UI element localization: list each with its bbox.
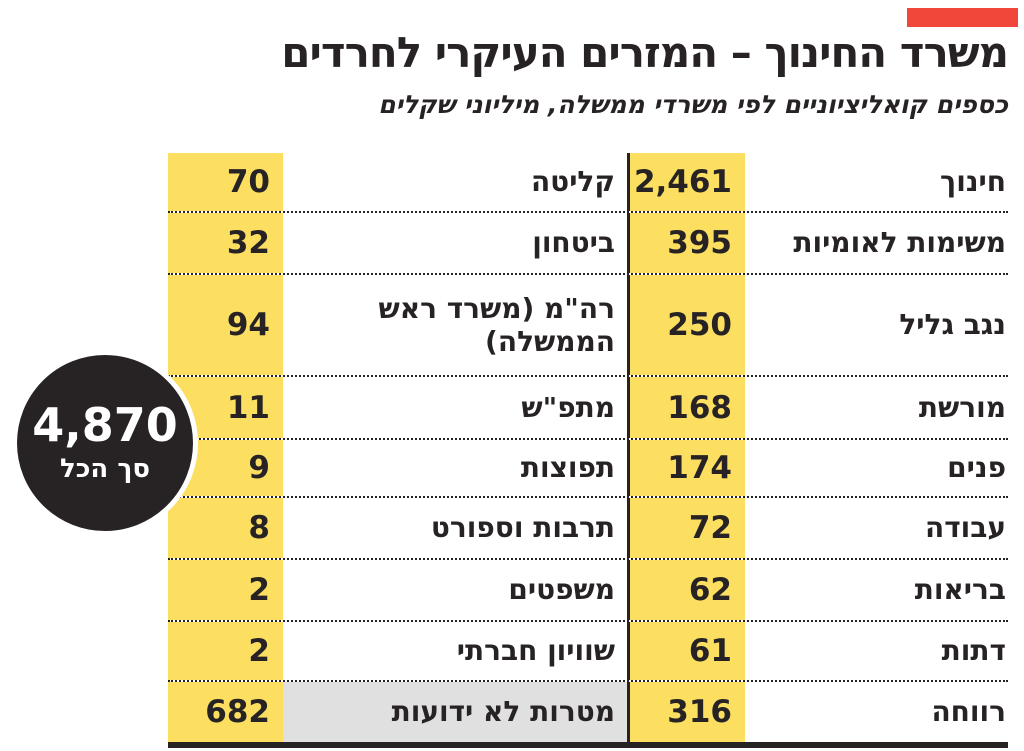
ministry-label-left-text: תרבות וספורט	[430, 511, 615, 545]
value-cell-left-text: 9	[248, 450, 270, 486]
value-cell-right-text: 316	[667, 694, 732, 730]
column-divider	[627, 275, 630, 375]
ministry-label-left-text: רה"מ (משרד ראש הממשלה)	[378, 291, 615, 358]
value-cell-left: 682	[168, 682, 283, 742]
value-cell-right-text: 250	[667, 307, 732, 343]
ministry-label-right: פנים	[745, 440, 1008, 496]
column-divider	[627, 622, 630, 680]
ministry-label-right-text: מורשת	[918, 390, 1006, 424]
ministry-label-right: עבודה	[745, 498, 1008, 558]
ministry-label-right: רווחה	[745, 682, 1008, 742]
ministry-label-right-text: פנים	[947, 451, 1006, 485]
value-cell-left: 94	[168, 275, 283, 375]
ministry-label-left: משפטים	[283, 560, 627, 620]
total-label: סך הכל	[59, 454, 151, 484]
value-cell-left-text: 32	[226, 225, 270, 261]
ministry-label-right-text: דתות	[941, 634, 1006, 668]
value-cell-right-text: 61	[688, 633, 732, 669]
ministry-label-left: ביטחון	[283, 213, 627, 273]
ministry-label-right: דתות	[745, 622, 1008, 680]
column-divider	[627, 377, 630, 438]
value-cell-right-text: 174	[667, 450, 732, 486]
page-subtitle: כספים קואליציוניים לפי משרדי ממשלה, מילי…	[378, 90, 1008, 119]
total-badge: 4,870 סך הכל	[12, 350, 198, 536]
value-cell-right-text: 168	[667, 389, 732, 426]
ministry-label-right-text: משימות לאומיות	[793, 226, 1006, 260]
ministry-label-right-text: רווחה	[931, 695, 1006, 729]
value-cell-right-text: 2,461	[633, 164, 732, 200]
value-cell-left: 2	[168, 622, 283, 680]
table-row: 8 תרבות וספורט 72 עבודה	[168, 498, 1008, 560]
value-cell-right: 174	[630, 440, 745, 496]
table-row: 32 ביטחון 395 משימות לאומיות	[168, 213, 1008, 275]
value-cell-left-text: 2	[248, 572, 270, 608]
value-cell-right: 2,461	[630, 153, 745, 211]
table-row: 2 משפטים 62 בריאות	[168, 560, 1008, 622]
value-cell-left: 32	[168, 213, 283, 273]
ministry-label-left: מתפ"ש	[283, 377, 627, 438]
column-divider	[627, 560, 630, 620]
ministry-label-right: חינוך	[745, 153, 1008, 211]
column-divider	[627, 153, 630, 211]
value-cell-left: 8	[168, 498, 283, 558]
value-cell-right: 72	[630, 498, 745, 558]
ministry-label-right: נגב גליל	[745, 275, 1008, 375]
ministry-label-left-text: תפוצות	[520, 451, 615, 485]
value-cell-right-text: 62	[688, 572, 732, 608]
value-cell-right: 316	[630, 682, 745, 742]
value-cell-right-text: 72	[688, 510, 732, 546]
value-cell-right: 168	[630, 377, 745, 438]
ministry-label-left-text: שוויון חברתי	[456, 634, 615, 668]
value-cell-right: 395	[630, 213, 745, 273]
column-divider	[627, 213, 630, 273]
ministry-label-left-text: משפטים	[508, 573, 615, 607]
table-row: 9 תפוצות 174 פנים	[168, 440, 1008, 498]
total-value: 4,870	[32, 398, 178, 452]
ministry-label-left-text: מתפ"ש	[521, 390, 615, 424]
ministry-label-right-text: עבודה	[924, 511, 1006, 545]
ministry-label-left: רה"מ (משרד ראש הממשלה)	[283, 275, 627, 375]
value-cell-left: 2	[168, 560, 283, 620]
value-cell-left-text: 682	[205, 694, 270, 730]
table-row: 70 קליטה 2,461 חינוך	[168, 153, 1008, 213]
value-cell-left-text: 2	[248, 633, 270, 669]
page-title: משרד החינוך – המזרים העיקרי לחרדים	[281, 28, 1009, 77]
column-divider	[627, 440, 630, 496]
value-cell-left-text: 70	[226, 164, 270, 200]
ministry-label-left: קליטה	[283, 153, 627, 211]
ministry-label-left: שוויון חברתי	[283, 622, 627, 680]
value-cell-right-text: 395	[667, 225, 732, 261]
brand-accent-bar	[907, 8, 1018, 27]
ministries-table: 70 קליטה 2,461 חינוך 32 ביטחון 395 משימות לאומי…	[168, 153, 1008, 748]
ministry-label-right: משימות לאומיות	[745, 213, 1008, 273]
value-cell-right: 250	[630, 275, 745, 375]
column-divider	[627, 498, 630, 558]
value-cell-left: 70	[168, 153, 283, 211]
ministry-label-left: תפוצות	[283, 440, 627, 496]
ministry-label-right-text: נגב גליל	[899, 308, 1006, 342]
value-cell-left-text: 11	[226, 389, 270, 426]
ministry-label-left-text: קליטה	[530, 165, 615, 199]
table-row: 682 מטרות לא ידועות 316 רווחה	[168, 682, 1008, 742]
ministry-label-left: מטרות לא ידועות	[283, 682, 627, 742]
ministry-label-left-text: ביטחון	[532, 226, 615, 260]
ministry-label-right: מורשת	[745, 377, 1008, 438]
value-cell-left-text: 94	[226, 307, 270, 343]
table-row: 94 רה"מ (משרד ראש הממשלה) 250 נגב גליל	[168, 275, 1008, 377]
table-row: 2 שוויון חברתי 61 דתות	[168, 622, 1008, 682]
ministry-label-right: בריאות	[745, 560, 1008, 620]
ministry-label-left-text: מטרות לא ידועות	[391, 695, 615, 729]
value-cell-right: 61	[630, 622, 745, 680]
table-row: 11 מתפ"ש 168 מורשת	[168, 377, 1008, 440]
value-cell-left-text: 8	[248, 510, 270, 546]
value-cell-right: 62	[630, 560, 745, 620]
ministry-label-left: תרבות וספורט	[283, 498, 627, 558]
ministry-label-right-text: חינוך	[940, 165, 1006, 199]
column-divider	[627, 682, 630, 742]
ministry-label-right-text: בריאות	[914, 573, 1006, 607]
